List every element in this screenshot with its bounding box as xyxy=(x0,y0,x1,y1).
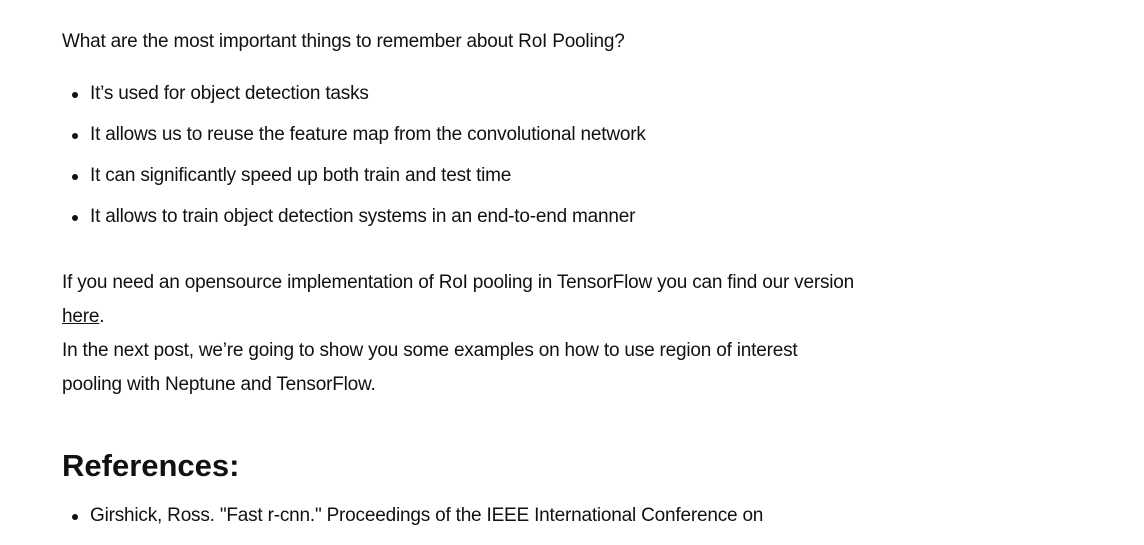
list-item: It can significantly speed up both train… xyxy=(62,164,646,205)
key-points-list: It’s used for object detection tasks It … xyxy=(62,82,646,246)
summary-question: What are the most important things to re… xyxy=(62,31,625,52)
references-list: Girshick, Ross. "Fast r-cnn." Proceeding… xyxy=(62,504,763,545)
references-heading: References: xyxy=(62,448,240,483)
list-item: It’s used for object detection tasks xyxy=(62,82,646,123)
reference-item: Girshick, Ross. "Fast r-cnn." Proceeding… xyxy=(62,504,763,545)
list-item: It allows us to reuse the feature map fr… xyxy=(62,123,646,164)
next-post-text: In the next post, we’re going to show yo… xyxy=(62,340,798,395)
implementation-link[interactable]: here xyxy=(62,306,100,327)
article-paragraph: If you need an opensource implementation… xyxy=(62,266,862,402)
paragraph-punctuation: . xyxy=(99,306,105,327)
paragraph-text: If you need an opensource implementation… xyxy=(62,272,855,293)
list-item: It allows to train object detection syst… xyxy=(62,205,646,246)
